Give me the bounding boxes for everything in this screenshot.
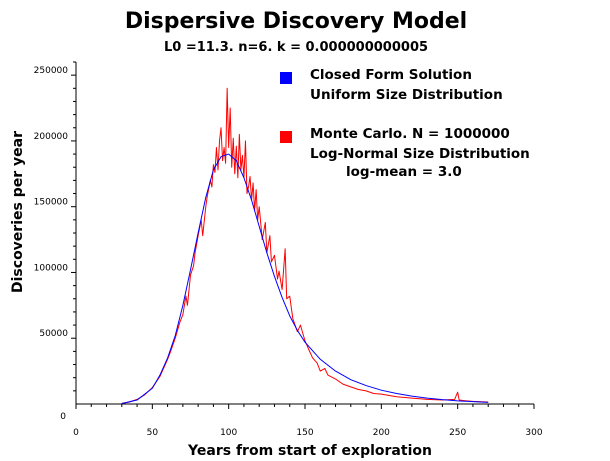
legend-closed-form-line2: Uniform Size Distribution xyxy=(310,87,503,103)
y-tick-label: 0 xyxy=(60,412,66,422)
y-axis-label: Discoveries per year xyxy=(10,131,26,293)
x-axis-ticks: 0 50 100 150 200 250 300 xyxy=(73,404,543,438)
x-tick-label: 300 xyxy=(525,428,542,438)
y-tick-label: 100000 xyxy=(34,263,69,273)
y-tick-label: 150000 xyxy=(34,198,69,208)
y-tick-label: 50000 xyxy=(39,329,68,339)
y-axis-ticks: 0 50000 100000 150000 200000 250000 xyxy=(34,61,76,422)
x-tick-label: 150 xyxy=(296,428,313,438)
series-line-monte-carlo xyxy=(121,87,489,404)
legend-monte-carlo-line3: log-mean = 3.0 xyxy=(346,164,462,180)
chart-subtitle: L0 =11.3. n=6. k = 0.000000000005 xyxy=(164,40,428,55)
y-tick-label: 250000 xyxy=(34,66,69,76)
series-layer xyxy=(121,87,489,404)
legend-closed-form-line1: Closed Form Solution xyxy=(310,67,472,83)
series-line-closed-form xyxy=(121,153,489,404)
x-tick-label: 250 xyxy=(449,428,466,438)
x-tick-label: 50 xyxy=(147,428,159,438)
y-tick-label: 200000 xyxy=(34,132,69,142)
legend-swatch-closed-form xyxy=(280,72,292,84)
plot-area: 0 50 100 150 200 250 300 0 50000 100000 150000 200… xyxy=(34,61,543,438)
x-tick-label: 200 xyxy=(373,428,390,438)
x-tick-label: 0 xyxy=(73,428,79,438)
legend-swatch-monte-carlo xyxy=(280,131,292,143)
legend: Closed Form Solution Uniform Size Distri… xyxy=(280,67,530,180)
chart-title: Dispersive Discovery Model xyxy=(125,9,467,34)
x-tick-label: 100 xyxy=(220,428,237,438)
legend-monte-carlo-line1: Monte Carlo. N = 1000000 xyxy=(310,126,510,142)
x-axis-label: Years from start of exploration xyxy=(187,443,432,459)
legend-monte-carlo-line2: Log-Normal Size Distribution xyxy=(310,146,530,162)
